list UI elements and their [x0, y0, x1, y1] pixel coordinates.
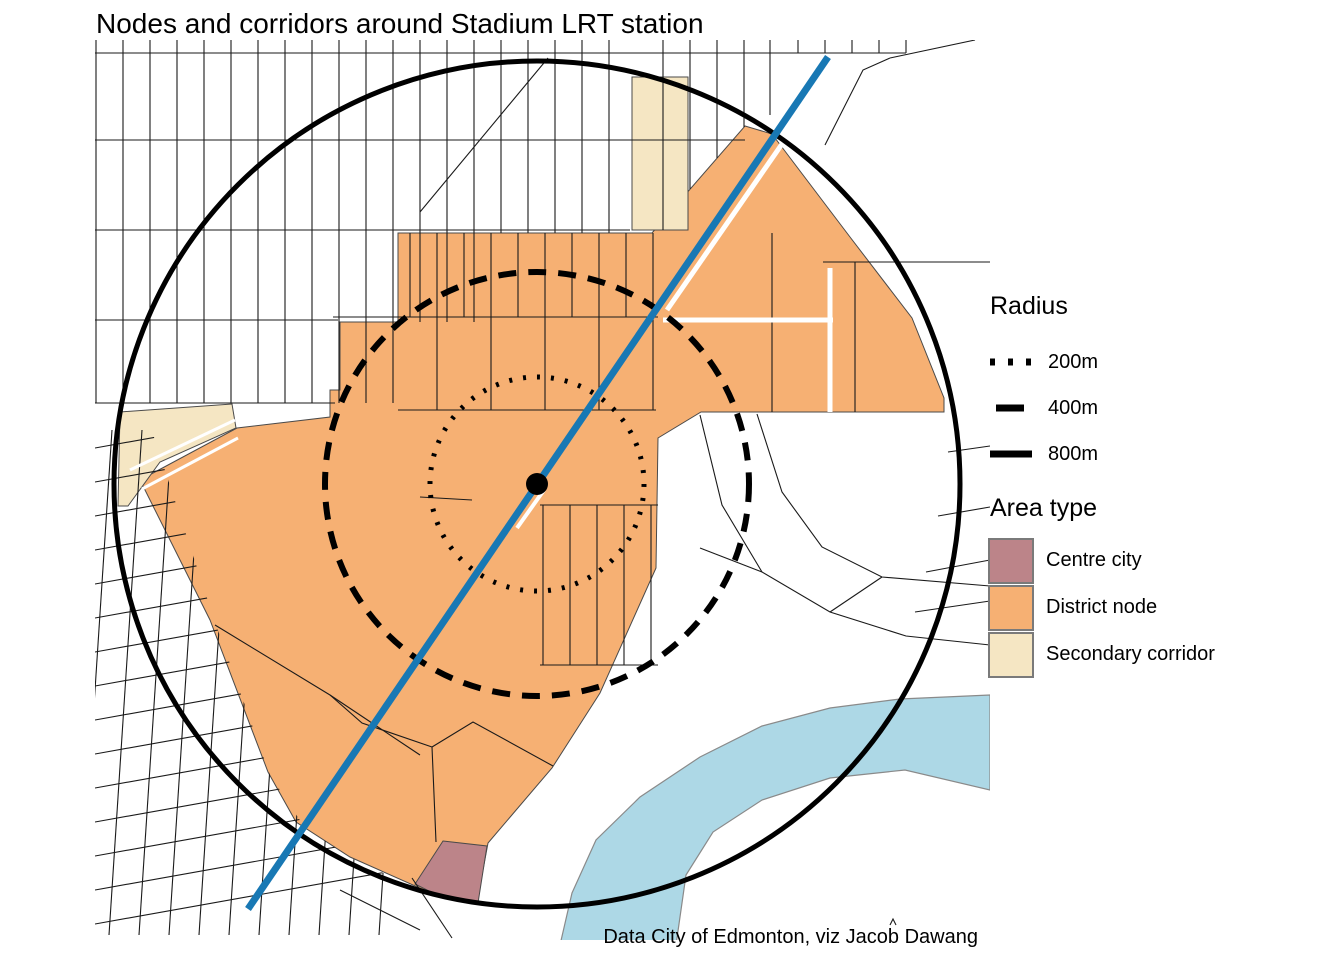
legend-radius-item-400m: 400m	[988, 385, 1344, 431]
street-line	[95, 425, 421, 449]
street-network	[95, 40, 990, 939]
street-line	[329, 694, 437, 843]
street-line	[108, 429, 143, 936]
street-line	[889, 40, 976, 59]
station-dot	[526, 473, 548, 495]
district-node-area	[139, 125, 945, 903]
legend-area-type: Area type Centre city District node Seco…	[988, 494, 1344, 678]
radius-circle-400m	[322, 269, 752, 699]
legend-area-label: Centre city	[1046, 549, 1142, 571]
river-area	[560, 694, 990, 940]
street-line	[138, 429, 173, 936]
figure-title: Nodes and corridors around Stadium LRT s…	[96, 8, 704, 39]
radius-200m-line-icon	[990, 358, 1032, 366]
legend-area-item-centre-city: Centre city	[988, 537, 1344, 584]
street-line	[95, 429, 113, 936]
legend-radius-label: 200m	[1048, 350, 1099, 373]
secondary-corridor-area	[631, 76, 689, 231]
centre-city-swatch	[988, 537, 1034, 584]
legend-radius-label: 800m	[1048, 442, 1099, 465]
legend-radius: Radius 200m 400m 800m	[988, 292, 1344, 477]
figure-caption: Data City of Edmonton, viz Jacob Dawang	[603, 926, 978, 948]
legend-area-type-title: Area type	[990, 494, 1098, 522]
map-layers	[95, 40, 990, 940]
street-line	[824, 57, 891, 146]
street-line	[431, 721, 554, 767]
radius-circle-800m	[111, 58, 963, 910]
street-line	[419, 57, 549, 213]
legend-radius-item-800m: 800m	[988, 431, 1344, 477]
road-gap	[515, 488, 546, 530]
street-line	[756, 413, 990, 587]
legend-area-item-district-node: District node	[988, 584, 1344, 631]
road-gaps	[129, 142, 833, 530]
legend-radius-item-200m: 200m	[988, 339, 1344, 385]
radius-circle-200m	[427, 374, 647, 594]
road-gap	[664, 142, 785, 312]
road-gap	[141, 436, 239, 491]
legend-area-label: Secondary corridor	[1046, 643, 1215, 665]
legend-area-label: District node	[1046, 596, 1158, 618]
district-node-swatch	[988, 584, 1034, 631]
street-line	[947, 445, 990, 453]
street-line	[829, 576, 883, 613]
street-line	[699, 547, 763, 573]
secondary-corridor-swatch	[988, 631, 1034, 678]
street-line	[925, 559, 990, 573]
radius-800m-line-icon	[990, 450, 1032, 458]
road-gap	[129, 418, 236, 472]
street-line	[699, 414, 990, 646]
street-line	[339, 889, 421, 931]
legend-radius-label: 400m	[1048, 396, 1099, 419]
street-line	[937, 506, 990, 517]
legend-area-item-secondary-corridor: Secondary corridor	[988, 631, 1344, 678]
radius-400m-line-icon	[996, 404, 1024, 412]
legend-radius-title: Radius	[990, 292, 1068, 320]
secondary-corridor-area	[117, 403, 237, 507]
street-line	[889, 917, 897, 926]
street-line	[914, 600, 990, 613]
